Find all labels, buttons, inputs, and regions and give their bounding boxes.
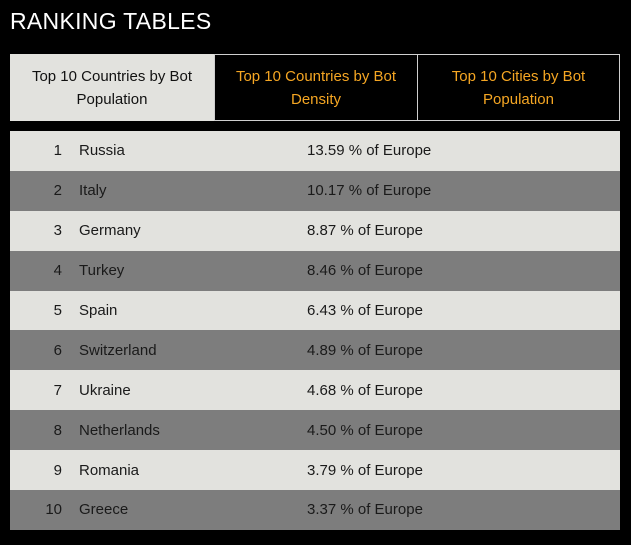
country-cell: Germany [79, 222, 141, 240]
table-row: 3 Germany 8.87 % of Europe [10, 210, 620, 251]
country-cell: Romania [79, 461, 140, 479]
table-row: 6 Switzerland 4.89 % of Europe [10, 330, 620, 371]
value-cell: 8.87 % of Europe [307, 222, 423, 240]
tab-label: Top 10 Cities by Bot Population [451, 67, 586, 108]
ranking-tabs: Top 10 Countries by Bot Population Top 1… [10, 54, 620, 121]
value-cell: 8.46 % of Europe [307, 262, 423, 280]
table-row: 8 Netherlands 4.50 % of Europe [10, 410, 620, 451]
country-cell: Turkey [79, 262, 125, 280]
table-row: 1 Russia 13.59 % of Europe [10, 131, 620, 171]
ranking-table: 1 Russia 13.59 % of Europe 2 Italy 10.17… [10, 131, 620, 530]
tab-label: Top 10 Countries by Bot Density [235, 67, 397, 108]
country-cell: Ukraine [79, 381, 131, 399]
table-row: 5 Spain 6.43 % of Europe [10, 290, 620, 331]
table-row: 9 Romania 3.79 % of Europe [10, 450, 620, 491]
rank-cell: 10 [45, 501, 62, 519]
rank-cell: 5 [53, 302, 62, 319]
tab-label: Top 10 Countries by Bot Population [31, 67, 193, 108]
rank-cell: 2 [53, 182, 62, 200]
page-title: RANKING TABLES [10, 8, 212, 34]
rank-cell: 6 [53, 341, 62, 359]
value-cell: 4.50 % of Europe [307, 421, 423, 439]
table-row: 10 Greece 3.37 % of Europe [10, 490, 620, 530]
rank-cell: 8 [53, 421, 62, 439]
country-cell: Greece [79, 501, 129, 519]
country-cell: Netherlands [79, 421, 160, 439]
value-cell: 3.79 % of Europe [307, 461, 423, 479]
rank-cell: 4 [53, 262, 62, 280]
rank-cell: 1 [53, 142, 62, 160]
tab-cities-by-bot-population[interactable]: Top 10 Cities by Bot Population [417, 54, 620, 121]
country-cell: Russia [79, 142, 125, 160]
country-cell: Spain [79, 302, 118, 319]
rank-cell: 7 [53, 381, 62, 399]
country-cell: Italy [79, 182, 107, 200]
value-cell: 4.89 % of Europe [307, 341, 423, 359]
tab-countries-by-bot-density[interactable]: Top 10 Countries by Bot Density [214, 54, 417, 121]
country-cell: Switzerland [79, 341, 157, 359]
value-cell: 13.59 % of Europe [307, 142, 432, 160]
value-cell: 6.43 % of Europe [307, 302, 423, 319]
table-row: 7 Ukraine 4.68 % of Europe [10, 370, 620, 411]
rank-cell: 9 [53, 461, 62, 479]
table-row: 4 Turkey 8.46 % of Europe [10, 250, 620, 291]
value-cell: 3.37 % of Europe [307, 501, 423, 519]
value-cell: 10.17 % of Europe [307, 182, 432, 200]
value-cell: 4.68 % of Europe [307, 381, 423, 399]
rank-cell: 3 [53, 222, 62, 240]
tab-countries-by-bot-population[interactable]: Top 10 Countries by Bot Population [10, 54, 214, 121]
table-row: 2 Italy 10.17 % of Europe [10, 170, 620, 211]
